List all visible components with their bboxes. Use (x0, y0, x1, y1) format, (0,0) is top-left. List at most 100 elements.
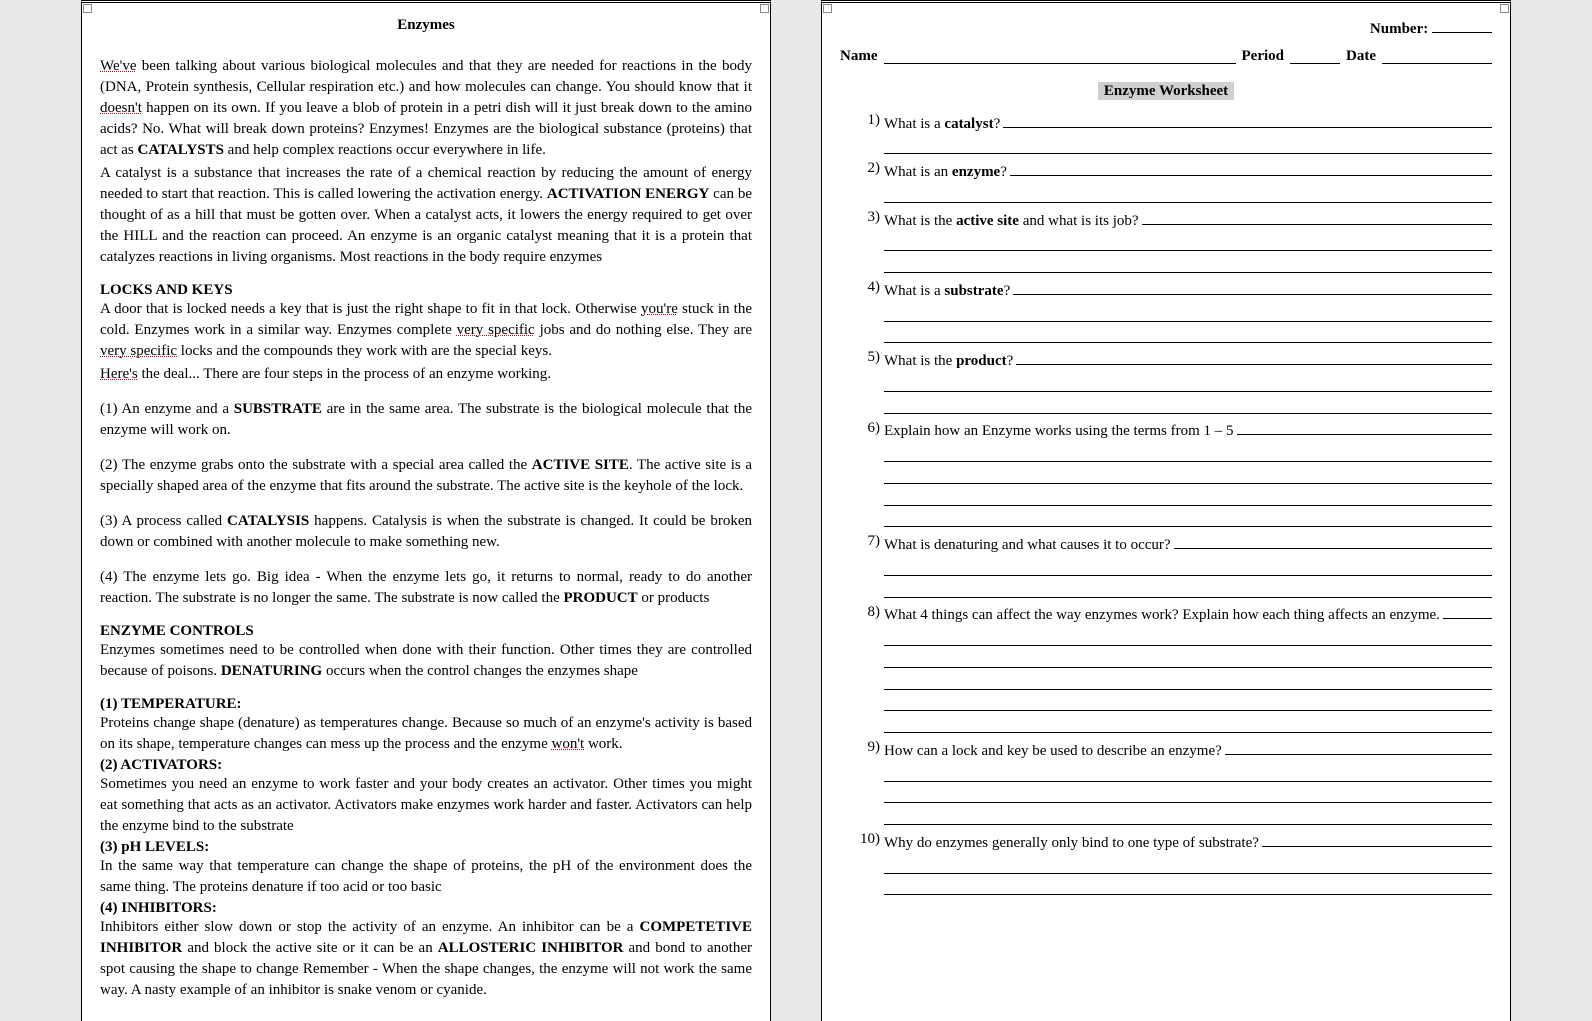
period-label: Period (1242, 48, 1285, 65)
answer-blank[interactable] (884, 582, 1492, 598)
ph-heading: (3) pH LEVELS: (100, 839, 752, 856)
question-text: How can a lock and key be used to descri… (884, 743, 1222, 760)
inhibitors-paragraph: Inhibitors either slow down or stop the … (100, 917, 752, 1001)
question-item: 3)What is the active site and what is it… (860, 209, 1492, 273)
inhibitors-heading: (4) INHIBITORS: (100, 900, 752, 917)
question-item: 9)How can a lock and key be used to desc… (860, 739, 1492, 825)
controls-paragraph: Enzymes sometimes need to be controlled … (100, 640, 752, 682)
question-body: What is denaturing and what causes it to… (884, 533, 1492, 597)
question-number: 3) (860, 209, 884, 226)
temperature-paragraph: Proteins change shape (denature) as temp… (100, 713, 752, 755)
date-label: Date (1346, 48, 1376, 65)
name-blank[interactable] (884, 48, 1236, 65)
controls-heading: ENZYME CONTROLS (100, 623, 752, 640)
answer-blank[interactable] (884, 560, 1492, 576)
question-body: What is a catalyst? (884, 112, 1492, 155)
question-text: What 4 things can affect the way enzymes… (884, 607, 1440, 624)
question-item: 10)Why do enzymes generally only bind to… (860, 831, 1492, 895)
answer-blank[interactable] (1443, 604, 1492, 620)
left-page: Enzymes We've been talking about various… (81, 0, 771, 1021)
intro-paragraph: We've been talking about various biologi… (100, 56, 752, 161)
answer-blank[interactable] (1003, 112, 1492, 128)
question-text: What is the product? (884, 353, 1013, 370)
answer-blank[interactable] (1225, 739, 1492, 755)
number-field: Number: (840, 17, 1492, 38)
question-number: 8) (860, 604, 884, 621)
step-2: (2) The enzyme grabs onto the substrate … (100, 455, 752, 497)
answer-blank[interactable] (1016, 349, 1492, 365)
question-body: What is the active site and what is its … (884, 209, 1492, 273)
answer-blank[interactable] (1262, 831, 1492, 847)
catalyst-paragraph: A catalyst is a substance that increases… (100, 163, 752, 268)
question-body: Why do enzymes generally only bind to on… (884, 831, 1492, 895)
question-item: 6)Explain how an Enzyme works using the … (860, 420, 1492, 528)
question-body: What 4 things can affect the way enzymes… (884, 604, 1492, 734)
step-3: (3) A process called CATALYSIS happens. … (100, 511, 752, 553)
header-row: Name Period Date (840, 48, 1492, 65)
answer-blank[interactable] (884, 788, 1492, 804)
name-label: Name (840, 48, 878, 65)
answer-blank[interactable] (884, 674, 1492, 690)
step-4: (4) The enzyme lets go. Big idea - When … (100, 567, 752, 609)
answer-blank[interactable] (884, 512, 1492, 528)
question-item: 5)What is the product? (860, 349, 1492, 413)
page-title: Enzymes (100, 17, 752, 34)
locks-heading: LOCKS AND KEYS (100, 282, 752, 299)
question-item: 2)What is an enzyme? (860, 160, 1492, 203)
answer-blank[interactable] (884, 652, 1492, 668)
question-number: 10) (860, 831, 884, 848)
question-body: What is the product? (884, 349, 1492, 413)
question-text: What is a substrate? (884, 283, 1010, 300)
question-number: 7) (860, 533, 884, 550)
answer-blank[interactable] (884, 880, 1492, 896)
answer-blank[interactable] (884, 187, 1492, 203)
answer-blank[interactable] (1010, 160, 1492, 176)
answer-blank[interactable] (884, 696, 1492, 712)
question-text: Why do enzymes generally only bind to on… (884, 835, 1259, 852)
answer-blank[interactable] (884, 766, 1492, 782)
question-body: What is a substrate? (884, 279, 1492, 343)
answer-blank[interactable] (884, 328, 1492, 344)
question-text: What is a catalyst? (884, 116, 1000, 133)
question-text: What is an enzyme? (884, 164, 1007, 181)
temperature-heading: (1) TEMPERATURE: (100, 696, 752, 713)
answer-blank[interactable] (884, 858, 1492, 874)
answer-blank[interactable] (884, 257, 1492, 273)
answer-blank[interactable] (1237, 420, 1492, 436)
answer-blank[interactable] (884, 139, 1492, 155)
period-blank[interactable] (1290, 48, 1340, 65)
question-text: What is denaturing and what causes it to… (884, 537, 1171, 554)
answer-blank[interactable] (884, 376, 1492, 392)
question-number: 2) (860, 160, 884, 177)
answer-blank[interactable] (884, 398, 1492, 414)
question-number: 1) (860, 112, 884, 129)
answer-blank[interactable] (884, 630, 1492, 646)
answer-blank[interactable] (884, 809, 1492, 825)
answer-blank[interactable] (884, 468, 1492, 484)
answer-blank[interactable] (884, 490, 1492, 506)
date-blank[interactable] (1382, 48, 1492, 65)
worksheet-title: Enzyme Worksheet (840, 83, 1492, 100)
activators-heading: (2) ACTIVATORS: (100, 757, 752, 774)
answer-blank[interactable] (1013, 279, 1492, 295)
question-item: 1)What is a catalyst? (860, 112, 1492, 155)
answer-blank[interactable] (884, 446, 1492, 462)
activators-paragraph: Sometimes you need an enzyme to work fas… (100, 774, 752, 837)
question-number: 4) (860, 279, 884, 296)
number-blank[interactable] (1432, 17, 1492, 33)
right-page: Number: Name Period Date Enzyme Workshee… (821, 0, 1511, 1021)
answer-blank[interactable] (884, 306, 1492, 322)
answer-blank[interactable] (884, 236, 1492, 252)
locks-paragraph: A door that is locked needs a key that i… (100, 299, 752, 362)
answer-blank[interactable] (884, 717, 1492, 733)
question-body: Explain how an Enzyme works using the te… (884, 420, 1492, 528)
answer-blank[interactable] (1174, 533, 1492, 549)
step-1: (1) An enzyme and a SUBSTRATE are in the… (100, 399, 752, 441)
answer-blank[interactable] (1142, 209, 1492, 225)
question-number: 6) (860, 420, 884, 437)
ph-paragraph: In the same way that temperature can cha… (100, 856, 752, 898)
question-item: 4)What is a substrate? (860, 279, 1492, 343)
question-body: What is an enzyme? (884, 160, 1492, 203)
question-item: 8)What 4 things can affect the way enzym… (860, 604, 1492, 734)
question-body: How can a lock and key be used to descri… (884, 739, 1492, 825)
